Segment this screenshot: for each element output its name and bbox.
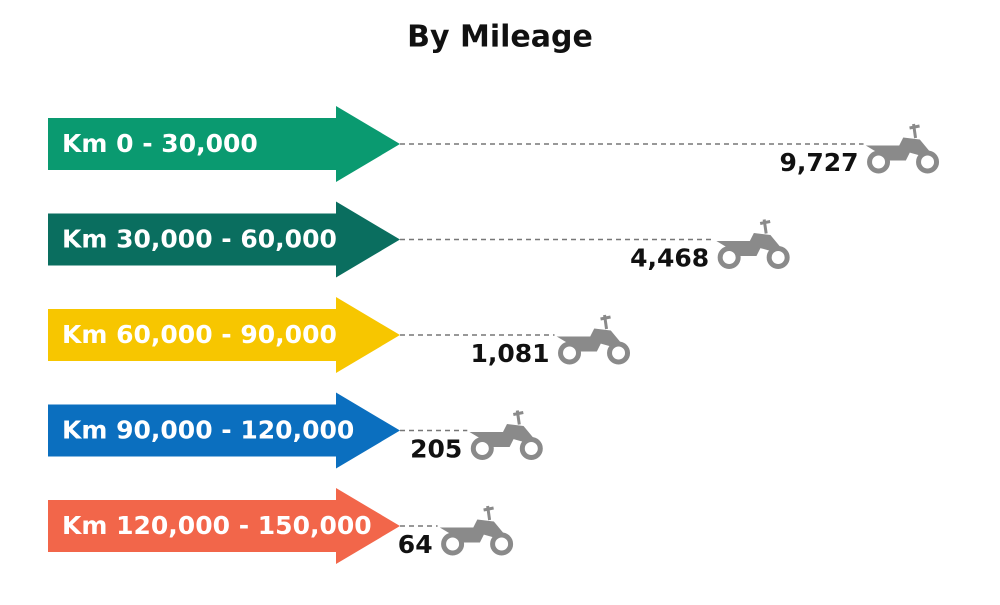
handlebar: [909, 123, 920, 139]
handlebar: [759, 219, 771, 234]
category-label: Km 120,000 - 150,000: [62, 511, 372, 540]
motorcycle-icon: [716, 219, 790, 269]
arrow: [48, 106, 400, 182]
arrow: [48, 392, 400, 469]
handlebar: [483, 505, 494, 521]
value-label: 9,727: [779, 148, 858, 177]
frame: [716, 232, 781, 256]
frame: [556, 328, 622, 352]
value-label: 1,081: [470, 339, 549, 368]
handlebar: [512, 410, 524, 425]
arrow: [48, 201, 400, 278]
category-label: Km 0 - 30,000: [62, 129, 258, 158]
motorcycle-icon: [556, 314, 631, 365]
handlebar: [600, 314, 611, 330]
value-label: 64: [398, 530, 433, 559]
category-label: Km 90,000 - 120,000: [62, 416, 354, 445]
category-label: Km 30,000 - 60,000: [62, 225, 337, 254]
chart-title: By Mileage: [407, 20, 593, 55]
value-label: 205: [410, 435, 462, 464]
motorcycle-icon: [439, 505, 514, 556]
frame: [439, 519, 505, 543]
frame: [865, 137, 931, 161]
frame: [469, 423, 535, 447]
motorcycle-icon: [469, 410, 543, 460]
category-label: Km 60,000 - 90,000: [62, 320, 337, 349]
arrow: [48, 297, 400, 373]
motorcycle-icon: [865, 123, 940, 174]
value-label: 4,468: [630, 244, 709, 273]
arrow: [48, 488, 400, 564]
